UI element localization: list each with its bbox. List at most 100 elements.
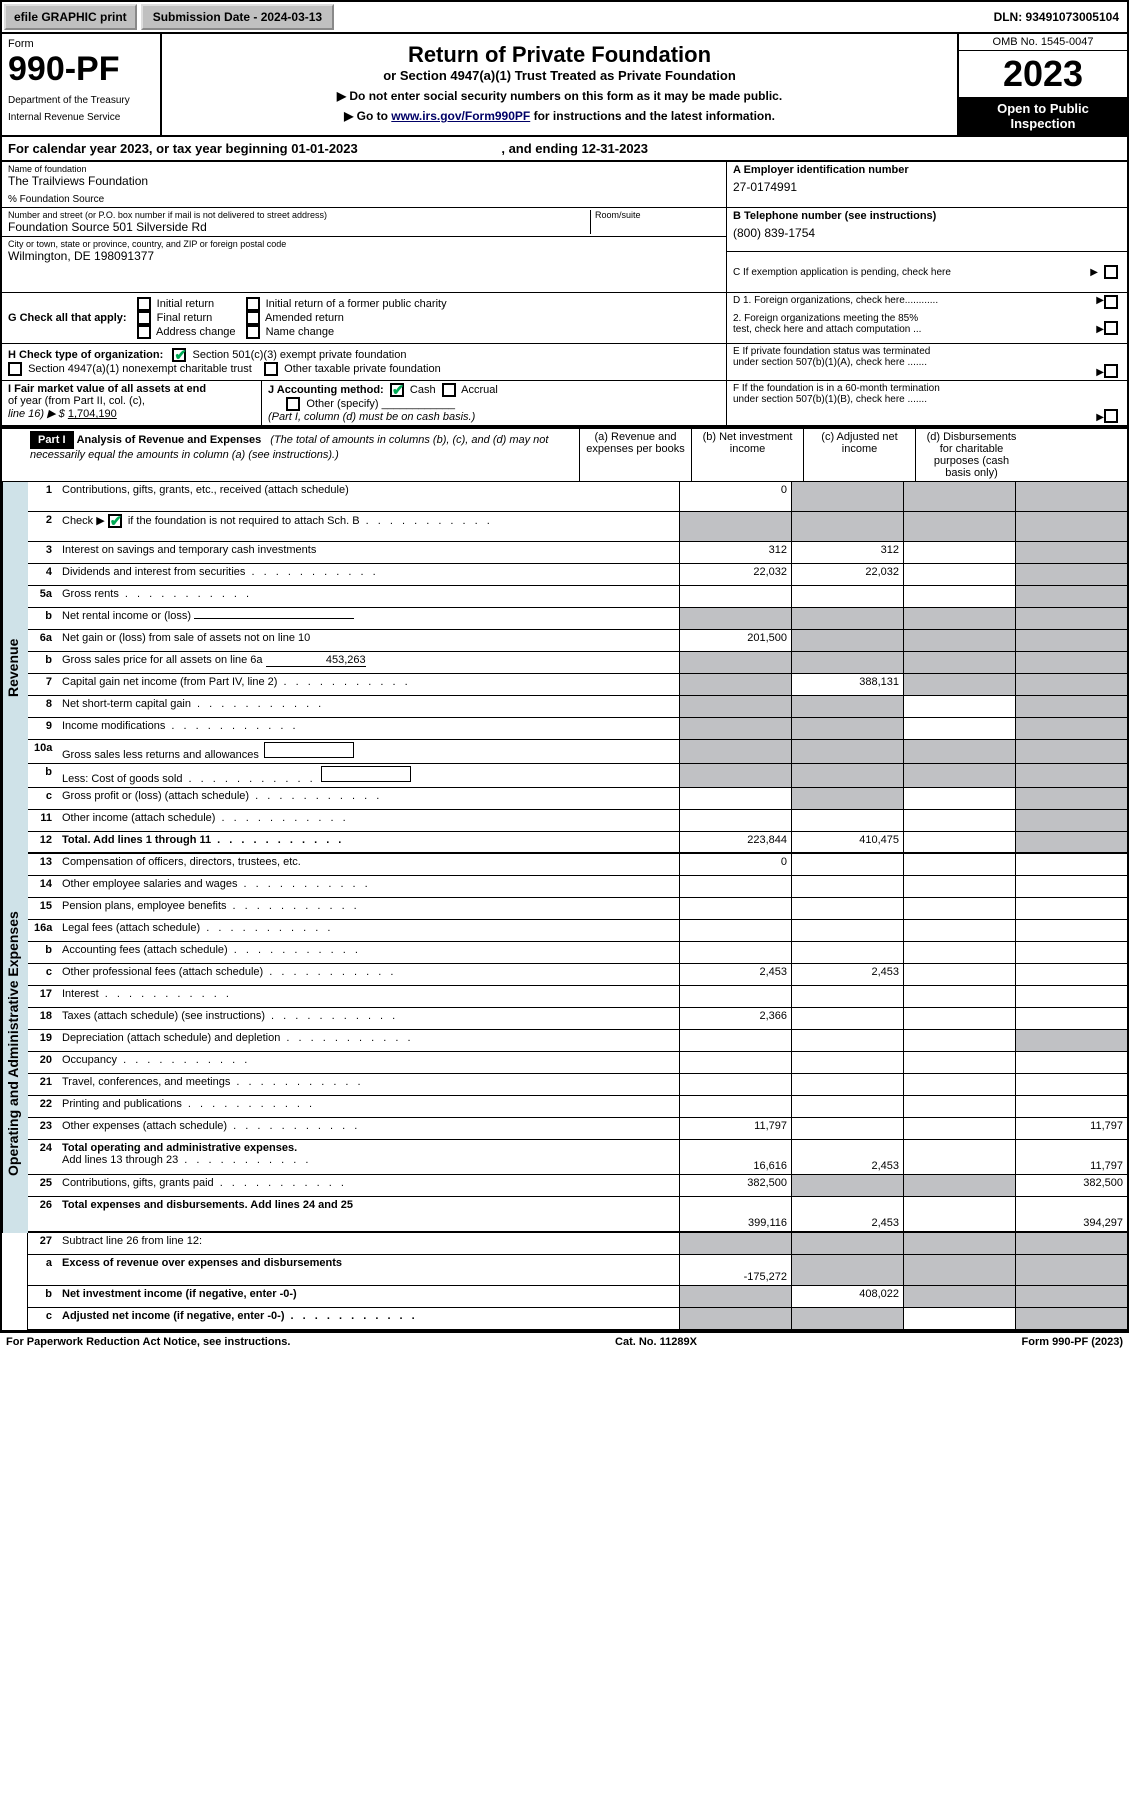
street-address: Foundation Source 501 Silverside Rd [8, 220, 590, 234]
chk-initial-pub[interactable] [246, 297, 260, 311]
l26b: 2,453 [791, 1197, 903, 1231]
name-ein-block: Name of foundation The Trailviews Founda… [2, 162, 1127, 293]
chk-other[interactable] [286, 397, 300, 411]
f1: F If the foundation is in a 60-month ter… [733, 383, 1096, 394]
chk-4947[interactable] [8, 362, 22, 376]
l23a: 11,797 [679, 1118, 791, 1139]
l24d: 11,797 [1015, 1140, 1127, 1174]
phone-label: B Telephone number (see instructions) [733, 210, 1121, 222]
l3a: 312 [679, 542, 791, 563]
chk-amended[interactable] [246, 311, 260, 325]
l27c: Adjusted net income (if negative, enter … [58, 1308, 679, 1329]
chk-address[interactable] [137, 325, 151, 339]
l3b: 312 [791, 542, 903, 563]
i-l2: of year (from Part II, col. (c), [8, 395, 255, 407]
l16a: Legal fees (attach schedule) [58, 920, 679, 941]
form-container: efile GRAPHIC print Submission Date - 20… [0, 0, 1129, 1332]
l16cb: 2,453 [791, 964, 903, 985]
open1: Open to Public [961, 101, 1125, 116]
cal-pre: For calendar year 2023, or tax year begi… [8, 141, 291, 156]
l27bb: 408,022 [791, 1286, 903, 1307]
cal-mid: , and ending [498, 141, 582, 156]
d1: D 1. Foreign organizations, check here..… [733, 295, 1096, 309]
chk-d2[interactable] [1104, 321, 1118, 335]
l16ca: 2,453 [679, 964, 791, 985]
chk-501c3[interactable] [172, 348, 186, 362]
l14: Other employee salaries and wages [58, 876, 679, 897]
care-of: % Foundation Source [8, 194, 720, 205]
addr-label: Number and street (or P.O. box number if… [8, 210, 590, 220]
col-c-hdr: (c) Adjusted net income [803, 429, 915, 481]
ftr-left: For Paperwork Reduction Act Notice, see … [6, 1336, 290, 1348]
l27aa: -175,272 [679, 1255, 791, 1285]
lbl-initial-pub: Initial return of a former public charit… [266, 298, 447, 310]
l2a: Check ▶ [62, 515, 105, 527]
l4b: 22,032 [791, 564, 903, 585]
chk-other-tax[interactable] [264, 362, 278, 376]
lbl-cash: Cash [410, 384, 436, 396]
c-checkbox[interactable] [1104, 265, 1118, 279]
link-post: for instructions and the latest informat… [530, 109, 775, 123]
chk-cash[interactable] [390, 383, 404, 397]
l26: Total expenses and disbursements. Add li… [58, 1197, 679, 1231]
l4a: 22,032 [679, 564, 791, 585]
l24t: Total operating and administrative expen… [62, 1142, 297, 1154]
efile-print-button[interactable]: efile GRAPHIC print [4, 4, 137, 30]
line27-grid: 27Subtract line 26 from line 12: aExcess… [2, 1233, 1127, 1330]
expenses-grid: Operating and Administrative Expenses 13… [2, 854, 1127, 1233]
foundation-name: The Trailviews Foundation [8, 174, 720, 188]
page-footer: For Paperwork Reduction Act Notice, see … [0, 1332, 1129, 1351]
col-d-hdr: (d) Disbursements for charitable purpose… [915, 429, 1027, 481]
topbar: efile GRAPHIC print Submission Date - 20… [2, 2, 1127, 34]
l12b: 410,475 [791, 832, 903, 852]
g-d-row: G Check all that apply: Initial return F… [2, 293, 1127, 344]
l2b: if the foundation is not required to att… [128, 515, 360, 527]
l23d: 11,797 [1015, 1118, 1127, 1139]
c-label: C If exemption application is pending, c… [733, 267, 1090, 278]
l19: Depreciation (attach schedule) and deple… [58, 1030, 679, 1051]
ij-f-row: I Fair market value of all assets at end… [2, 381, 1127, 427]
chk-d1[interactable] [1104, 295, 1118, 309]
form-link-row: ▶ Go to www.irs.gov/Form990PF for instru… [170, 109, 949, 123]
link-pre: ▶ Go to [344, 109, 391, 123]
chk-f[interactable] [1104, 409, 1118, 423]
chk-initial[interactable] [137, 297, 151, 311]
tax-year: 2023 [959, 51, 1127, 97]
omb-number: OMB No. 1545-0047 [959, 34, 1127, 51]
chk-name[interactable] [246, 325, 260, 339]
chk-schb[interactable] [108, 514, 122, 528]
l5a: Gross rents [58, 586, 679, 607]
lbl-address: Address change [156, 326, 236, 338]
dept-irs: Internal Revenue Service [8, 112, 154, 123]
f-arrow: ▶ [1096, 412, 1104, 423]
ein: 27-0174991 [733, 180, 1121, 194]
chk-final[interactable] [137, 311, 151, 325]
f2: under section 507(b)(1)(B), check here .… [733, 394, 1096, 405]
part1-title: Analysis of Revenue and Expenses [77, 434, 262, 446]
instructions-link[interactable]: www.irs.gov/Form990PF [391, 109, 530, 123]
c-arrow: ▶ [1090, 267, 1098, 278]
j-label: J Accounting method: [268, 384, 384, 396]
l16b: Accounting fees (attach schedule) [58, 942, 679, 963]
form-number: 990-PF [8, 50, 154, 89]
l4: Dividends and interest from securities [58, 564, 679, 585]
city-state-zip: Wilmington, DE 198091377 [8, 249, 720, 263]
name-label: Name of foundation [8, 164, 720, 174]
phone: (800) 839-1754 [733, 226, 1121, 240]
expenses-vlabel: Operating and Administrative Expenses [2, 854, 28, 1233]
lbl-accrual: Accrual [461, 384, 498, 396]
chk-accrual[interactable] [442, 383, 456, 397]
j-note: (Part I, column (d) must be on cash basi… [268, 411, 720, 423]
l20: Occupancy [58, 1052, 679, 1073]
l10b-txt: Less: Cost of goods sold [62, 773, 316, 785]
l6a: Net gain or (loss) from sale of assets n… [58, 630, 679, 651]
open-public: Open to Public Inspection [959, 97, 1127, 135]
l6b-val: 453,263 [266, 654, 366, 667]
l27a: Excess of revenue over expenses and disb… [58, 1255, 679, 1285]
submission-date: Submission Date - 2024-03-13 [141, 4, 334, 30]
l18: Taxes (attach schedule) (see instruction… [58, 1008, 679, 1029]
l12: Total. Add lines 1 through 11 [58, 832, 679, 852]
chk-e[interactable] [1104, 364, 1118, 378]
l12a: 223,844 [679, 832, 791, 852]
l27: Subtract line 26 from line 12: [58, 1233, 679, 1254]
